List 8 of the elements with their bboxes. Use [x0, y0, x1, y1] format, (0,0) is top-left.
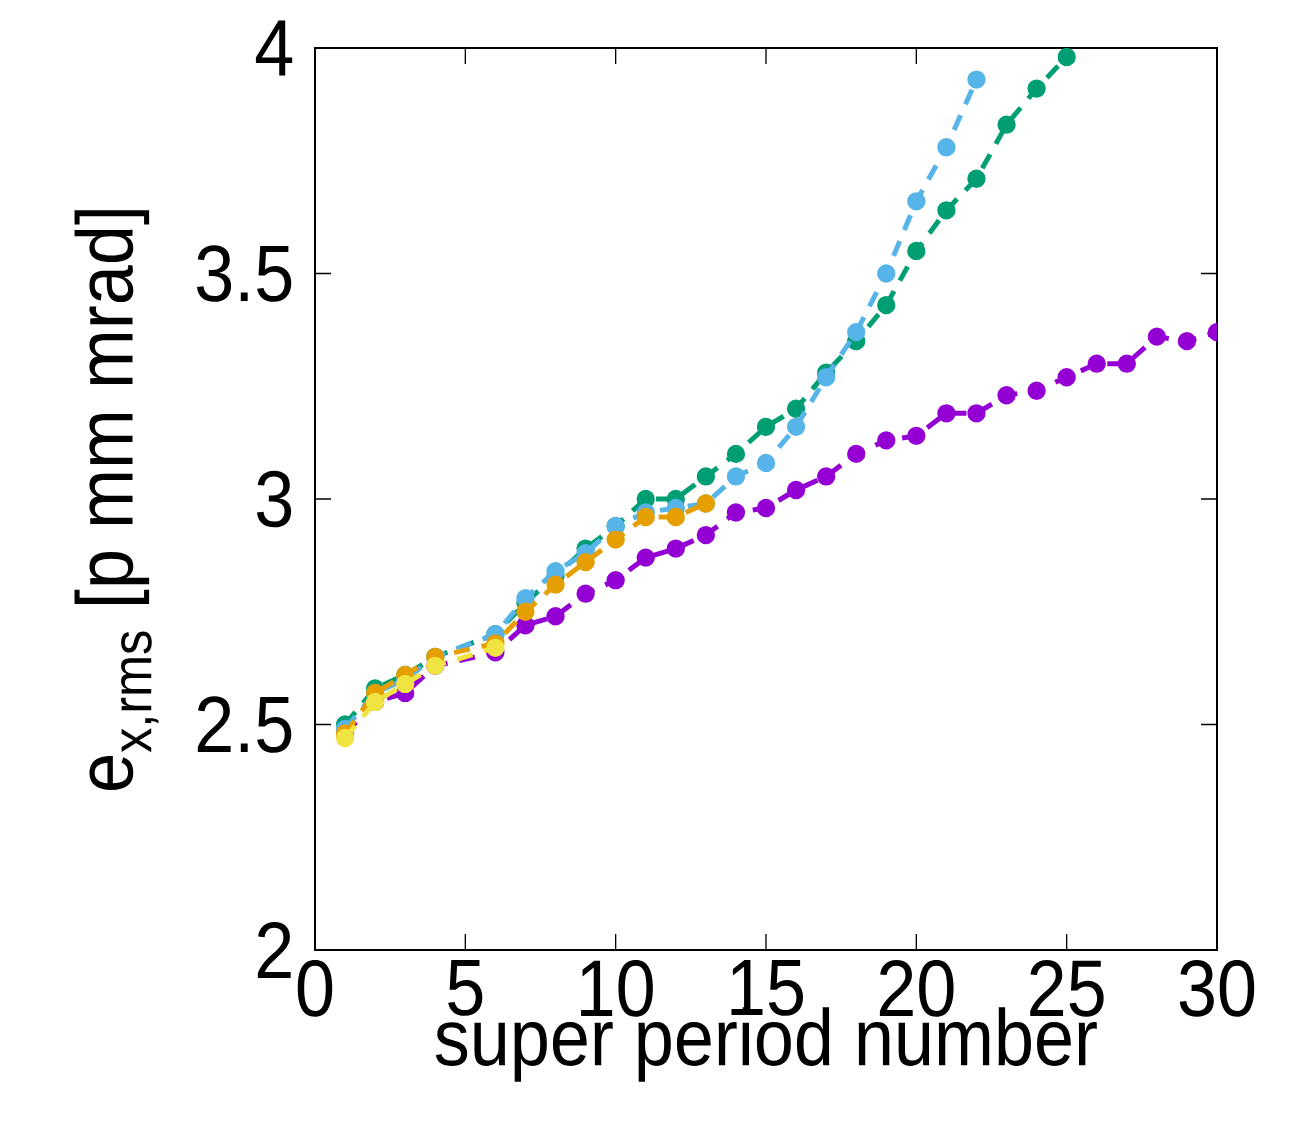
y-tick-label: 2.5: [197, 696, 292, 753]
x-tick-label: 30: [1179, 960, 1255, 1017]
y-tick-label: 3.5: [196, 245, 292, 302]
y-axis-title: e$_{x,rms}$ [p mm mrad]: [74, 210, 159, 790]
y-tick-label: 3: [256, 470, 292, 528]
y-tick-label: 4: [255, 20, 293, 76]
y-tick-label: 2: [257, 922, 291, 978]
x-tick-label: 0: [297, 960, 333, 1017]
